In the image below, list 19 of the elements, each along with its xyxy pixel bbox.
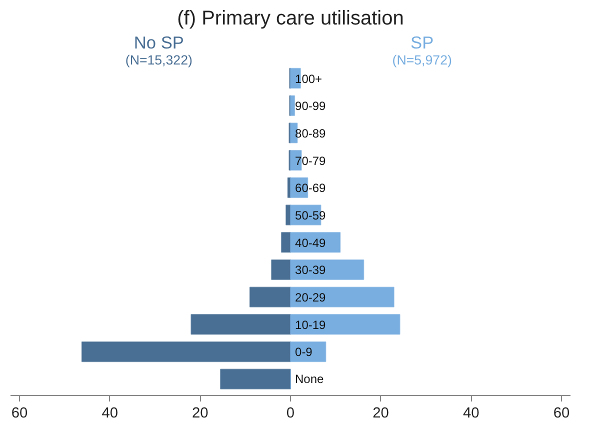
y-tick-label: 0-9 [295,345,313,360]
x-tick-label: 60 [553,406,570,422]
x-tick-label: 20 [192,406,208,422]
text: No SP [134,32,184,52]
text: SP [410,32,434,52]
y-tick-label: 30-39 [295,263,326,278]
x-tick-label: 0 [286,406,295,422]
chart-title: (f) Primary care utilisation [177,8,404,30]
annotation: (N=15,322) [125,52,192,68]
y-tick-label: None [295,372,324,386]
y-tick-label: 20-29 [295,290,326,305]
x-tick-label: 20 [372,406,389,422]
x-tick-label: 40 [102,406,118,422]
y-tick-label: 10-19 [295,318,326,332]
y-tick-label: 90-99 [295,99,326,114]
annotation: (N=5,972) [392,52,452,68]
x-tick-label: 40 [462,406,480,422]
y-tick-label: 40-49 [295,236,326,250]
x-tick-label: 60 [11,406,28,422]
